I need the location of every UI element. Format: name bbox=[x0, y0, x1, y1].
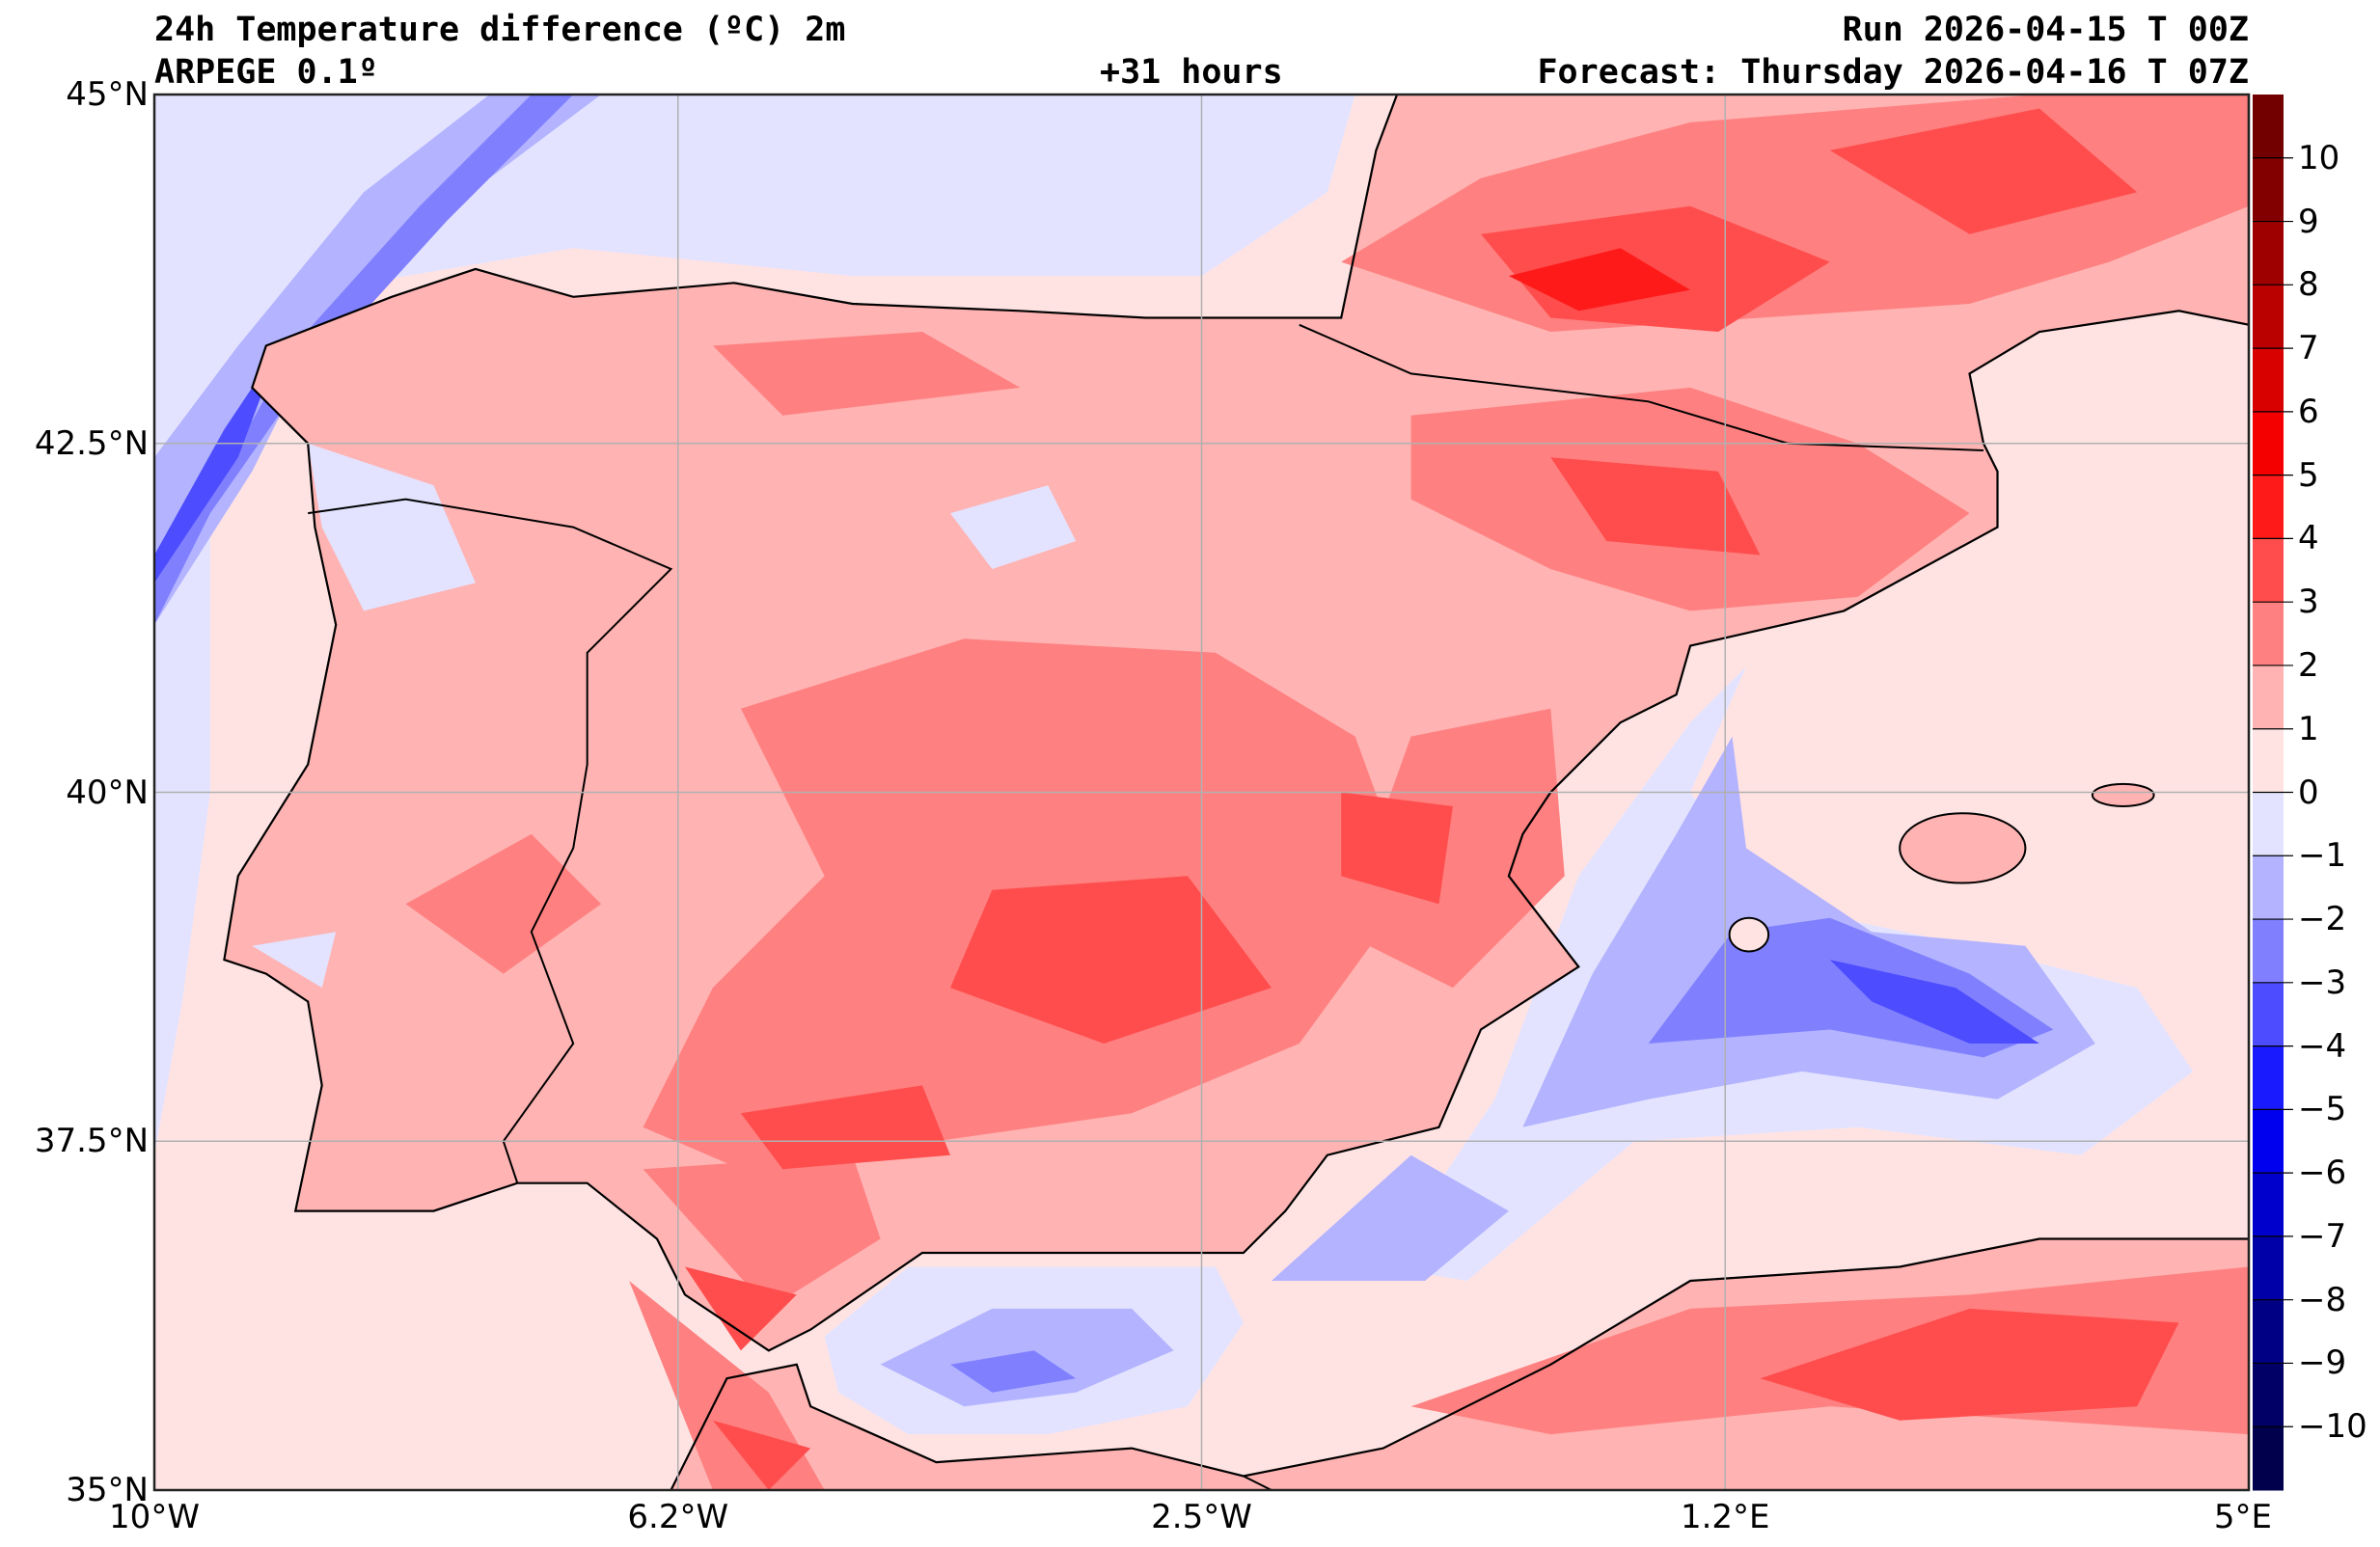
hot-area-8 bbox=[1760, 1308, 2179, 1421]
atlantic-plume-core bbox=[154, 345, 281, 584]
model-label: ARPEGE 0.1º bbox=[154, 53, 378, 92]
colorbar-label: −10 bbox=[2298, 1407, 2367, 1447]
colorbar bbox=[2253, 95, 2293, 1491]
colorbar-label: 5 bbox=[2298, 455, 2319, 495]
colorbar-swatch bbox=[2253, 792, 2284, 856]
colorbar-label: −3 bbox=[2298, 963, 2347, 1002]
colorbar-label: −1 bbox=[2298, 836, 2347, 876]
colorbar-label: 9 bbox=[2298, 202, 2319, 241]
colorbar-label: 6 bbox=[2298, 392, 2319, 431]
warm-area-7 bbox=[712, 332, 1021, 416]
colorbar-label: −4 bbox=[2298, 1026, 2347, 1066]
hottest-area bbox=[1508, 248, 1691, 312]
run-time: Run 2026-04-15 T 00Z bbox=[1842, 11, 2249, 49]
atlantic-cool-area bbox=[154, 95, 1355, 1155]
colorbar-swatch bbox=[2253, 982, 2284, 1047]
atlantic-plume-1 bbox=[154, 95, 602, 625]
y-tick-label: 45°N bbox=[66, 75, 149, 114]
hot-area-0 bbox=[950, 876, 1272, 1044]
colorbar-swatch bbox=[2253, 1363, 2284, 1427]
colorbar-label: 1 bbox=[2298, 709, 2319, 748]
med-blob-south bbox=[1271, 1154, 1509, 1281]
colorbar-swatch bbox=[2253, 665, 2284, 730]
x-tick-label: 1.2°E bbox=[1680, 1498, 1770, 1536]
colorbar-label: 2 bbox=[2298, 645, 2319, 685]
hot-area-5 bbox=[740, 1085, 950, 1170]
coastline-europe bbox=[223, 95, 2249, 1352]
colorbar-label: −9 bbox=[2298, 1343, 2347, 1383]
cool-land-patch-0 bbox=[308, 443, 476, 611]
island-menorca bbox=[2091, 782, 2155, 807]
cool-land-patch-1 bbox=[950, 485, 1077, 569]
hot-area-2 bbox=[1829, 108, 2138, 234]
colorbar-swatch bbox=[2253, 855, 2284, 920]
cool-land-patch-2 bbox=[252, 932, 337, 989]
colorbar-swatch bbox=[2253, 95, 2284, 159]
hot-area-3 bbox=[1550, 457, 1761, 556]
med-blob-core bbox=[1829, 960, 2039, 1044]
colorbar-label: −8 bbox=[2298, 1280, 2347, 1319]
border-0 bbox=[308, 498, 673, 1184]
colorbar-label: 7 bbox=[2298, 329, 2319, 368]
colorbar-label: −5 bbox=[2298, 1090, 2347, 1129]
y-tick-label: 37.5°N bbox=[34, 1122, 149, 1161]
colorbar-swatch bbox=[2253, 1109, 2284, 1174]
colorbar-swatch bbox=[2253, 919, 2284, 984]
warm-area-3 bbox=[1341, 708, 1565, 989]
hot-area-4 bbox=[1341, 792, 1453, 905]
border-1 bbox=[1299, 323, 1984, 451]
colorbar-swatch bbox=[2253, 348, 2284, 413]
colorbar-label: −7 bbox=[2298, 1216, 2347, 1256]
border-2 bbox=[1243, 1475, 1314, 1490]
colorbar-swatch bbox=[2253, 475, 2284, 539]
y-tick-label: 35°N bbox=[66, 1471, 149, 1509]
island-ibiza bbox=[1728, 916, 1770, 953]
colorbar-swatch bbox=[2253, 157, 2284, 223]
lead-time: +31 hours bbox=[1100, 53, 1283, 92]
colorbar-swatch bbox=[2253, 1045, 2284, 1110]
x-tick-label: 10°W bbox=[109, 1498, 200, 1536]
colorbar-swatch bbox=[2253, 285, 2284, 349]
colorbar-swatch bbox=[2253, 411, 2284, 476]
island-mallorca bbox=[1899, 812, 2027, 884]
colorbar-swatch bbox=[2253, 1299, 2284, 1364]
colorbar-swatch bbox=[2253, 221, 2284, 285]
colorbar-swatch bbox=[2253, 1235, 2284, 1301]
colorbar-label: 0 bbox=[2298, 773, 2319, 812]
colorbar-label: 10 bbox=[2298, 138, 2340, 177]
map-title: 24h Temperature difference (ºC) 2m bbox=[154, 11, 846, 49]
x-tick-label: 6.2°W bbox=[627, 1498, 729, 1536]
colorbar-swatch bbox=[2253, 1426, 2284, 1491]
colorbar-label: 3 bbox=[2298, 583, 2319, 622]
hot-area-6 bbox=[685, 1266, 797, 1351]
warm-area-4 bbox=[643, 1154, 881, 1309]
colorbar-label: 8 bbox=[2298, 265, 2319, 305]
colorbar-swatch bbox=[2253, 538, 2284, 603]
x-tick-label: 2.5°W bbox=[1151, 1498, 1252, 1536]
colorbar-swatch bbox=[2253, 1173, 2284, 1237]
warm-area-8 bbox=[405, 833, 602, 974]
x-tick-label: 5°E bbox=[2213, 1498, 2273, 1536]
colorbar-swatch bbox=[2253, 602, 2284, 666]
map-frame bbox=[152, 93, 2251, 1492]
colorbar-label: −6 bbox=[2298, 1153, 2347, 1193]
colorbar-label: 4 bbox=[2298, 519, 2319, 558]
forecast-time: Forecast: Thursday 2026-04-16 T 07Z bbox=[1537, 53, 2249, 92]
y-tick-label: 40°N bbox=[66, 773, 149, 812]
y-tick-label: 42.5°N bbox=[34, 423, 149, 463]
hot-area-7 bbox=[712, 1420, 811, 1490]
alboran-core bbox=[950, 1350, 1077, 1393]
colorbar-swatch bbox=[2253, 728, 2284, 793]
colorbar-label: −2 bbox=[2298, 900, 2347, 939]
